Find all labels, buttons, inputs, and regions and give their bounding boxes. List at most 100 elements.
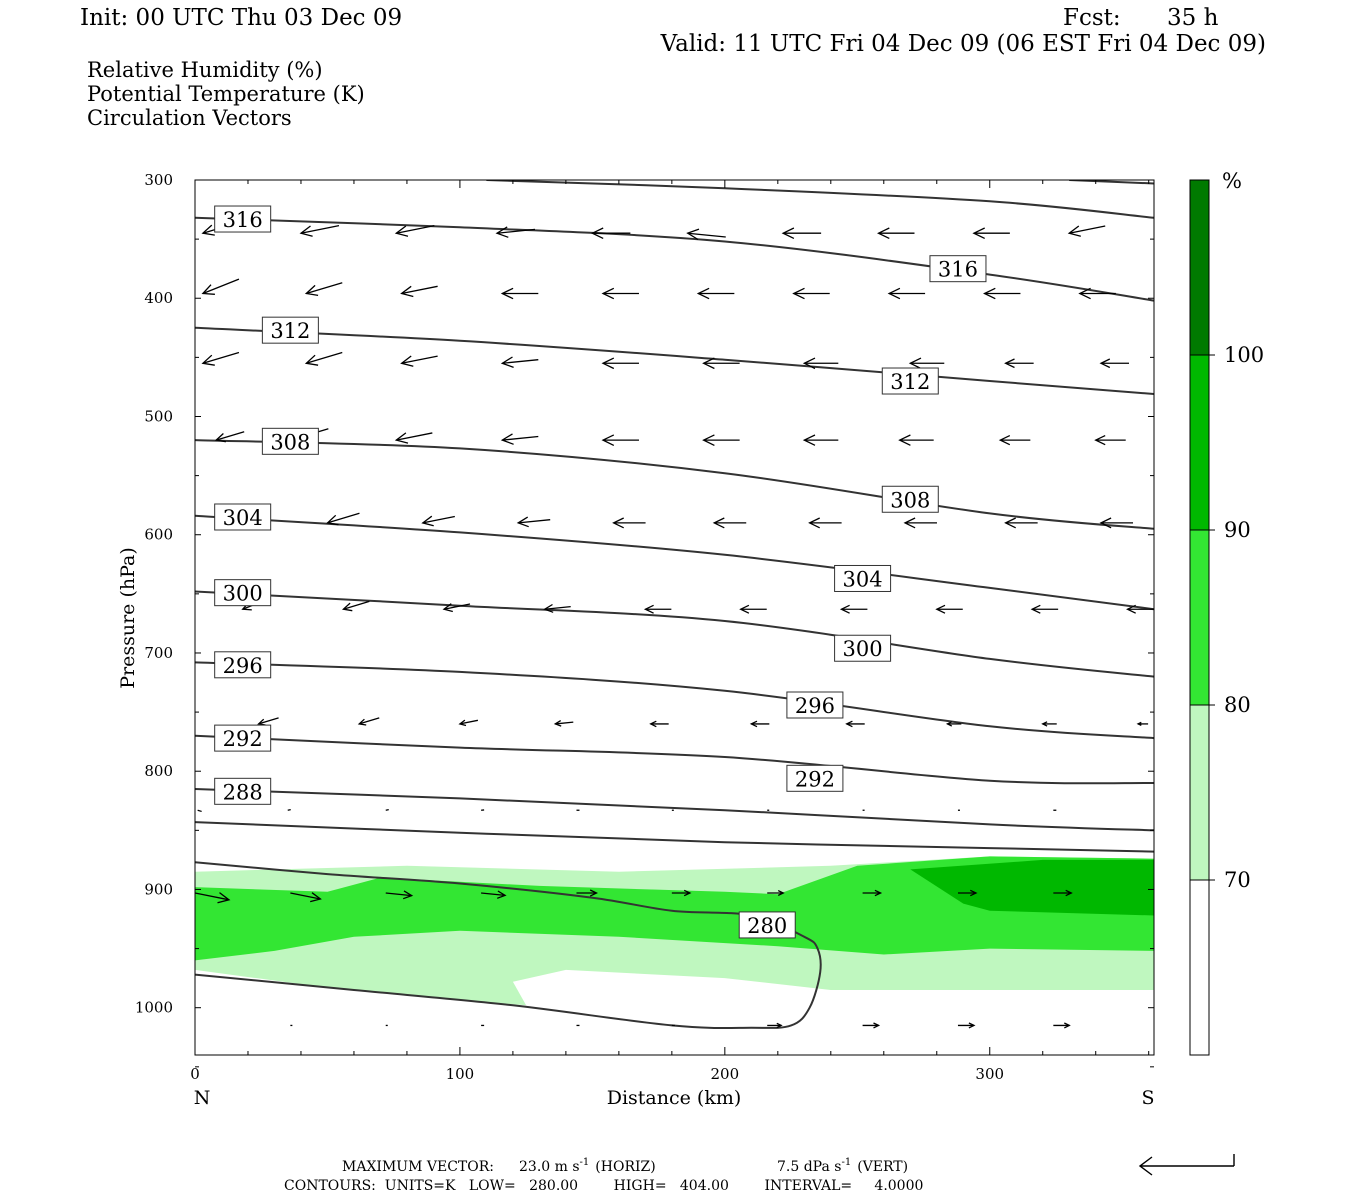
vector-arrow [481, 890, 507, 899]
vector-arrow [304, 351, 343, 366]
svg-text:288: 288 [223, 780, 263, 804]
svg-text:304: 304 [843, 567, 883, 591]
svg-text:312: 312 [890, 370, 930, 394]
svg-text:304: 304 [223, 506, 263, 530]
vector-arrow [458, 719, 479, 727]
x-tick-label: 100 [446, 1065, 475, 1083]
theta-contour-296 [195, 661, 1154, 740]
svg-text:292: 292 [223, 727, 263, 751]
vector-arrow [781, 227, 822, 239]
theta-contour-300 [195, 590, 1154, 678]
vector-arrow [702, 357, 740, 370]
vector-arrow [500, 356, 539, 369]
contour-label-300: 300 [214, 579, 272, 607]
vector-arrow [1030, 604, 1059, 614]
contour-label-308: 308 [261, 427, 319, 455]
vector-arrow [957, 1022, 976, 1029]
vector-arrow [908, 357, 945, 370]
vector-arrow [1004, 517, 1038, 529]
x-tick-label: 0 [190, 1065, 200, 1083]
vector-arrow [590, 227, 631, 239]
contour-label-308: 308 [881, 485, 939, 513]
x-axis-label: Distance (km) [607, 1087, 742, 1109]
vector-arrow [500, 433, 539, 445]
vector-arrow [643, 604, 672, 614]
vector-arrow [792, 287, 830, 300]
contour-label-300: 300 [834, 634, 892, 662]
vector-arrow [357, 717, 380, 726]
vector-arrow [287, 808, 291, 811]
vector-arrow [649, 720, 669, 728]
y-tick-label: 700 [144, 644, 173, 662]
vector-arrow [576, 889, 598, 897]
vector-arrow [749, 720, 770, 728]
vector-arrow [802, 357, 839, 370]
vector-arrow [983, 287, 1021, 300]
y-axis-label: Pressure (hPa) [117, 547, 139, 689]
vector-arrow [601, 434, 639, 446]
vector-arrow [304, 282, 343, 297]
vector-arrow [394, 432, 433, 444]
end-label-south: S [1141, 1087, 1154, 1109]
vector-arrow [201, 278, 240, 295]
vector-arrow [1004, 358, 1034, 369]
theta-contour-304 [195, 514, 1154, 611]
vector-arrow [1099, 358, 1130, 369]
vector-arrow [553, 720, 574, 727]
vector-arrow [421, 515, 455, 527]
y-tick-label: 800 [144, 762, 173, 780]
vector-arrow [442, 603, 471, 613]
title-potential-temperature: Potential Temperature (K) [87, 82, 365, 106]
vector-arrow [1078, 287, 1116, 300]
vector-arrow [1136, 721, 1149, 726]
forecast-hours: 35 h [1167, 5, 1219, 31]
vector-arrow [972, 227, 1010, 239]
y-tick-label: 300 [144, 171, 173, 189]
colorbar-level-70: 70 [1224, 868, 1251, 892]
contour-label-292: 292 [786, 764, 844, 792]
vector-arrow [612, 517, 646, 529]
vector-arrow [290, 892, 322, 903]
vector-arrow [898, 434, 934, 446]
x-tick-label: 200 [711, 1065, 740, 1083]
vector-arrow [839, 604, 868, 614]
svg-text:292: 292 [795, 767, 835, 791]
vector-arrow [862, 1022, 881, 1029]
svg-text:280: 280 [747, 914, 787, 938]
valid-time: Valid: 11 UTC Fri 04 Dec 09 (06 EST Fri … [660, 31, 1266, 57]
svg-text:308: 308 [270, 430, 310, 454]
vector-arrow [712, 517, 747, 529]
vector-arrow [543, 603, 571, 613]
colorbar-segment [1190, 530, 1209, 705]
x-tick-label: 300 [975, 1065, 1004, 1083]
theta-contours [195, 180, 1154, 1030]
vector-arrow [400, 355, 438, 367]
plot-frame [194, 179, 1155, 1056]
svg-text:300: 300 [843, 637, 883, 661]
vector-arrow [1041, 721, 1057, 727]
contour-label-288: 288 [214, 777, 272, 805]
vector-arrow [1053, 1022, 1071, 1029]
contour-label-304: 304 [834, 564, 892, 592]
contour-label-296: 296 [786, 691, 844, 719]
vector-arrow [516, 516, 551, 528]
theta-contour-288 [195, 788, 1154, 832]
title-relative-humidity: Relative Humidity (%) [87, 58, 323, 82]
init-time: Init: 00 UTC Thu 03 Dec 09 [80, 5, 402, 31]
svg-text:316: 316 [938, 258, 978, 282]
colorbar-segment [1190, 180, 1209, 355]
colorbar: 70 80 90 100 [1189, 179, 1264, 1056]
contour-label-316: 316 [214, 205, 272, 233]
colorbar-level-90: 90 [1224, 518, 1251, 542]
svg-text:316: 316 [223, 208, 263, 232]
vector-arrow [998, 435, 1031, 446]
vector-arrow [935, 604, 963, 614]
theta-contour-312 [195, 326, 1154, 395]
vector-arrow [767, 1022, 783, 1029]
colorbar-level-100: 100 [1224, 343, 1264, 367]
y-tick-label: 1000 [135, 999, 173, 1017]
colorbar-level-80: 80 [1224, 693, 1251, 717]
rh-shade-90 [910, 859, 1154, 916]
theta-contour-316 [195, 216, 1154, 302]
